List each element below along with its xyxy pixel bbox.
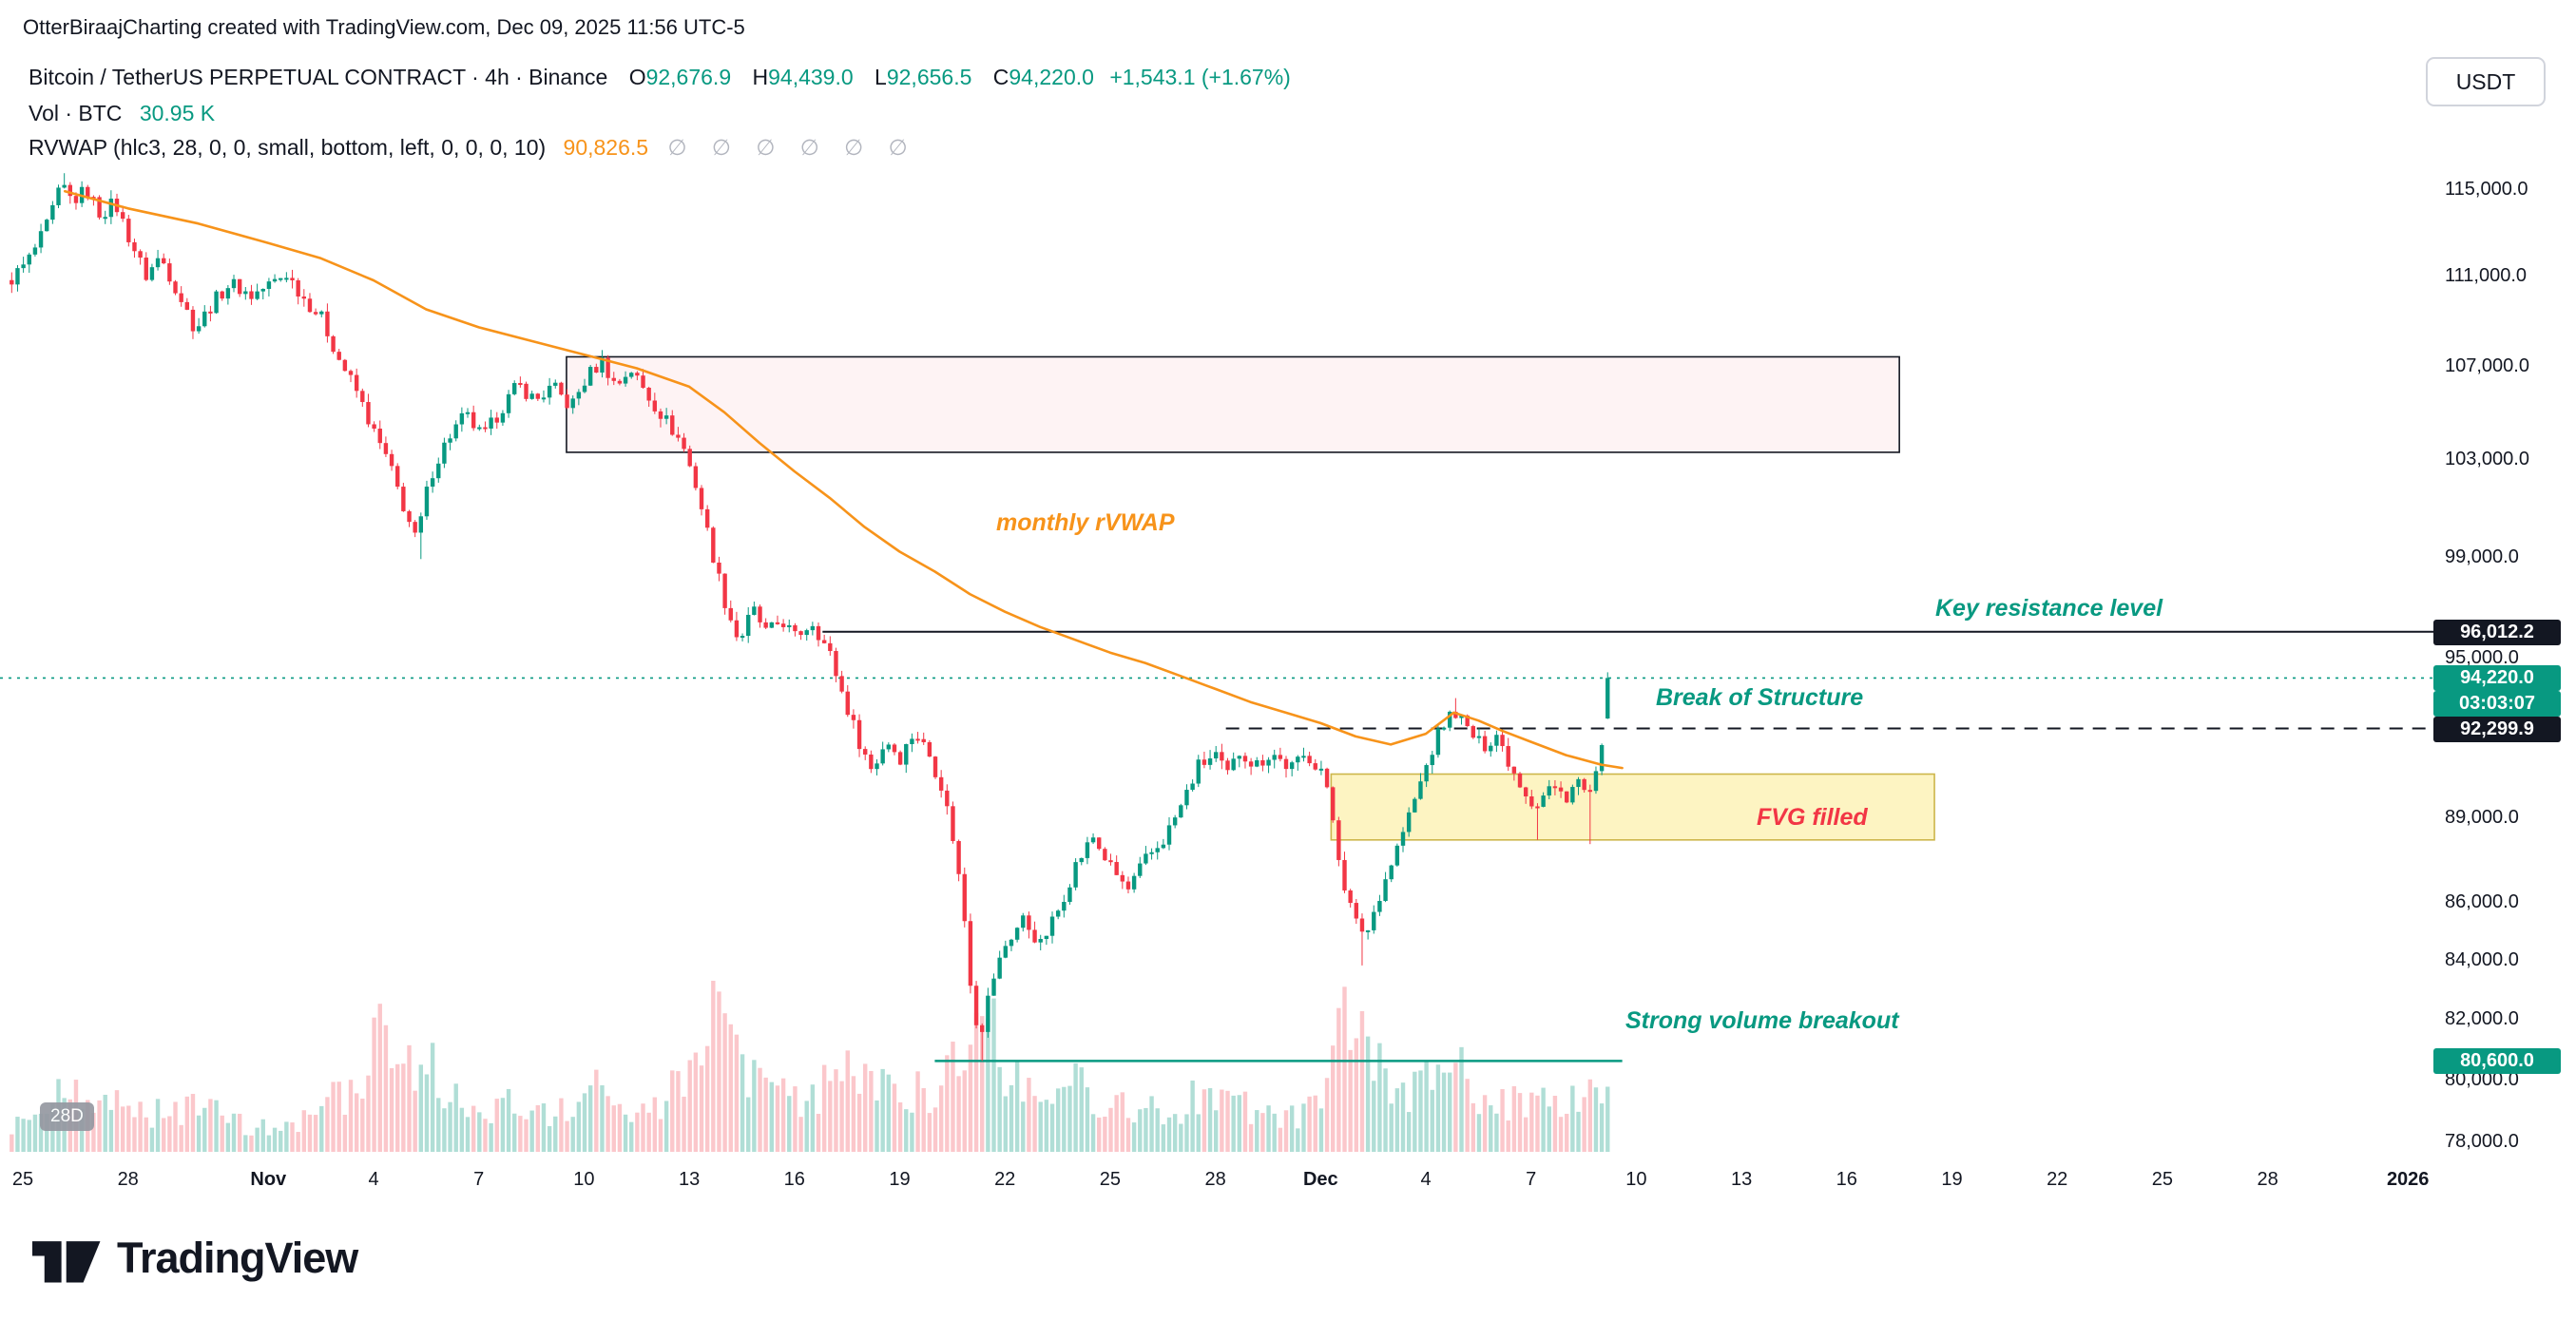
rvwap-value: 90,826.5: [563, 135, 649, 160]
volume-period-badge: 28D: [40, 1102, 94, 1131]
price-tick-label: 103,000.0: [2445, 449, 2529, 470]
tradingview-wordmark: TradingView: [117, 1234, 358, 1282]
time-tick-label: 25: [1099, 1169, 1122, 1190]
price-tick-label: 107,000.0: [2445, 355, 2529, 377]
high-value: 94,439.0: [768, 65, 854, 89]
price-badge-resistance: 96,012.2: [2433, 619, 2561, 645]
price-tick-label: 111,000.0: [2445, 265, 2528, 287]
time-tick-label: 22: [994, 1169, 1016, 1190]
change-value: +1,543.1 (+1.67%): [1109, 65, 1291, 89]
high-label: H: [752, 65, 769, 89]
annotation-monthly-rvwap[interactable]: monthly rVWAP: [996, 509, 1175, 536]
open-pair: O92,676.9: [629, 65, 731, 89]
price-tick-label: 95,000.0: [2445, 647, 2519, 669]
volume-legend[interactable]: Vol · BTC 30.95 K: [29, 101, 215, 126]
attribution-text: OtterBiraajCharting created with Trading…: [23, 15, 745, 39]
time-tick-label: 2026: [2386, 1169, 2430, 1190]
rvwap-legend[interactable]: RVWAP (hlc3, 28, 0, 0, small, bottom, le…: [29, 135, 917, 161]
time-tick-label: 7: [473, 1169, 485, 1190]
volume-label: Vol · BTC: [29, 101, 123, 125]
time-tick-label: 13: [1730, 1169, 1753, 1190]
time-tick-label: 13: [678, 1169, 701, 1190]
resistance-zone-box[interactable]: [566, 355, 1900, 453]
time-tick-label: 10: [1625, 1169, 1647, 1190]
fvg-box[interactable]: [1330, 773, 1935, 841]
price-tick-label: 80,000.0: [2445, 1068, 2519, 1090]
time-tick-label: 16: [1836, 1169, 1857, 1190]
price-tick-label: 84,000.0: [2445, 948, 2519, 970]
annotation-fvg-filled[interactable]: FVG filled: [1757, 804, 1868, 831]
horizontal-lines[interactable]: [0, 630, 2433, 1063]
time-tick-label: Dec: [1302, 1169, 1338, 1190]
annotation-break-of-structure[interactable]: Break of Structure: [1656, 684, 1864, 711]
annotation-key-resistance[interactable]: Key resistance level: [1935, 595, 2163, 622]
price-tick-label: 89,000.0: [2445, 807, 2519, 829]
symbol-title: Bitcoin / TetherUS PERPETUAL CONTRACT · …: [29, 65, 608, 89]
countdown-badge: 03:03:07: [2433, 691, 2561, 718]
open-label: O: [628, 65, 646, 89]
time-tick-label: 19: [889, 1169, 911, 1190]
symbol-legend[interactable]: Bitcoin / TetherUS PERPETUAL CONTRACT · …: [29, 65, 1291, 90]
drawing-boxes[interactable]: [566, 355, 1935, 841]
time-tick-label: 25: [2151, 1169, 2174, 1190]
price-tick-label: 78,000.0: [2445, 1131, 2519, 1152]
low-pair: L92,656.5: [875, 65, 971, 89]
volume-bars: [10, 981, 1610, 1152]
time-tick-label: 19: [1941, 1169, 1963, 1190]
time-tick-label: 16: [783, 1169, 805, 1190]
tradingview-logo[interactable]: TradingView: [32, 1234, 358, 1283]
rvwap-empty-values: ∅ ∅ ∅ ∅ ∅ ∅: [667, 135, 917, 160]
rvwap-label: RVWAP (hlc3, 28, 0, 0, small, bottom, le…: [29, 135, 547, 160]
time-tick-label: 4: [1420, 1169, 1432, 1190]
time-tick-label: 10: [573, 1169, 595, 1190]
price-tick-label: 115,000.0: [2445, 179, 2528, 200]
time-tick-label: 22: [2047, 1169, 2068, 1190]
time-tick-label: 4: [368, 1169, 379, 1190]
time-tick-label: Nov: [250, 1169, 287, 1190]
price-badge-bos: 92,299.9: [2433, 716, 2561, 742]
time-tick-label: 25: [11, 1169, 34, 1190]
time-tick-label: 28: [2257, 1169, 2278, 1190]
close-value: 94,220.0: [1009, 65, 1094, 89]
price-tick-label: 86,000.0: [2445, 890, 2519, 912]
time-tick-label: 28: [117, 1169, 139, 1190]
price-badge-breakout: 80,600.0: [2433, 1048, 2561, 1075]
time-tick-label: 28: [1204, 1169, 1226, 1190]
high-pair: H94,439.0: [753, 65, 854, 89]
close-pair: C94,220.0: [993, 65, 1094, 89]
currency-toggle-usdt[interactable]: USDT: [2426, 57, 2546, 106]
annotation-volume-breakout[interactable]: Strong volume breakout: [1625, 1007, 1899, 1034]
low-label: L: [875, 65, 887, 89]
close-label: C: [992, 65, 1009, 89]
price-tick-label: 82,000.0: [2445, 1007, 2519, 1029]
open-value: 92,676.9: [645, 65, 732, 89]
tradingview-logo-icon: [32, 1241, 101, 1283]
low-value: 92,656.5: [886, 65, 972, 89]
time-tick-label: 7: [1526, 1169, 1537, 1190]
time-axis[interactable]: 25 28 Nov 4 7 10 13 16 19 22 25 28 Dec 4 7 10 13 16 19 22 25…: [0, 1169, 2576, 1201]
volume-value: 30.95 K: [139, 101, 216, 125]
price-badge-last: 94,220.0: [2433, 665, 2561, 692]
rvwap-line[interactable]: [64, 189, 1624, 770]
price-tick-label: 99,000.0: [2445, 546, 2519, 567]
